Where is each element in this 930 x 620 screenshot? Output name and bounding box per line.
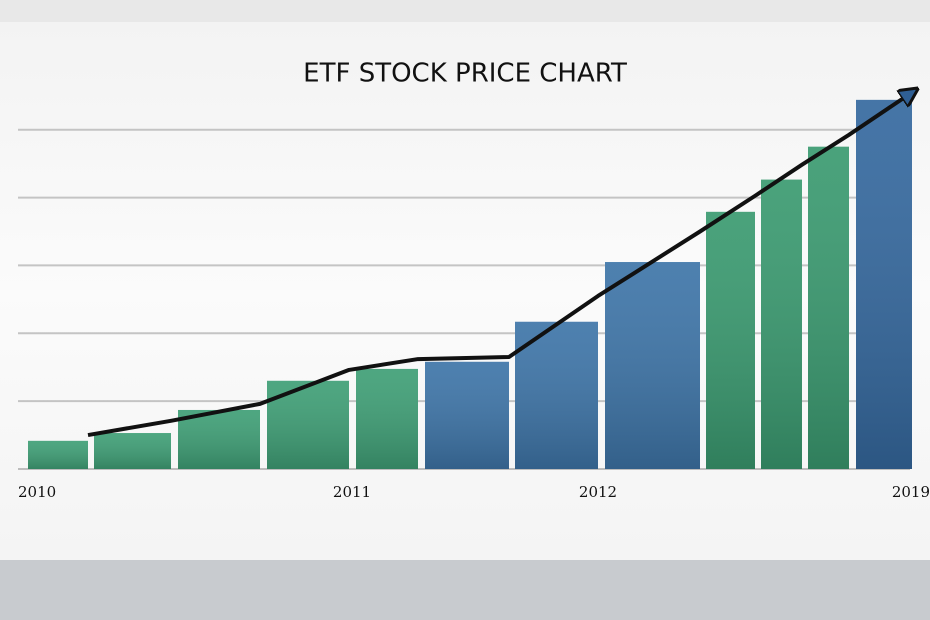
bar-shade [761,179,802,469]
bar-shade [856,99,912,469]
bar-shade [425,361,509,469]
bottom-strip [0,560,930,620]
x-tick-label: 2019 [892,483,930,501]
top-strip [0,0,930,22]
bar-shade [706,211,755,470]
x-tick-label: 2012 [579,483,617,501]
bar-shade [356,368,418,469]
chart-title: ETF STOCK PRICE CHART [303,59,627,89]
bar-shade [515,321,598,469]
bar-shade [605,262,700,469]
bar-shade [808,146,849,469]
bar-shade [178,409,260,469]
bar-shade [267,380,349,469]
x-tick-label: 2011 [333,483,371,501]
bar-shade [28,440,88,469]
trend-line [87,92,912,438]
x-tick-label: 2010 [18,483,56,501]
bar-shade [94,433,171,469]
